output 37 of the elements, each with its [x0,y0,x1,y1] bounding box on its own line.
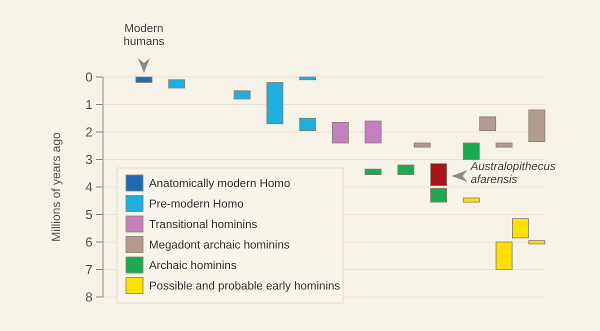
bar [364,120,382,144]
bar [299,76,316,80]
legend-label: Possible and probable early hominins [149,280,340,293]
bar [266,82,284,124]
legend-label: Anatomically modern Homo [149,178,290,190]
legend-label: Pre-modern Homo [149,198,244,211]
bar [430,163,448,186]
bar [430,188,448,203]
y-tick-label: 8 [85,290,93,305]
bar [528,110,546,142]
bar [397,164,414,176]
annotation: Australopithecus afarensis [470,161,556,186]
bar [462,142,480,160]
bar [136,76,152,83]
legend-label: Megadont archaic hominins [149,240,290,252]
y-tick-label: 5 [85,207,93,222]
y-axis-title: Millions of years ago [49,132,63,242]
bar [234,90,251,100]
y-tick-label: 7 [85,262,93,278]
bar [496,142,512,148]
legend-label: Transitional hominins [149,219,258,232]
bar [462,198,480,203]
bar [299,118,316,132]
y-tick-label: 0 [85,70,93,85]
bar [479,116,496,132]
y-tick-label: 3 [85,152,93,168]
bar [332,122,349,144]
y-tick-label: 4 [85,180,93,195]
legend-label: Archaic hominins [149,260,237,272]
bar [414,142,431,148]
bar [168,79,186,88]
y-tick-label: 6 [85,234,93,250]
text: Modern humans [123,23,165,48]
bar [496,242,512,270]
y-tick-label: 1 [85,97,93,112]
bar [364,168,382,176]
y-tick-label: 2 [85,124,93,140]
